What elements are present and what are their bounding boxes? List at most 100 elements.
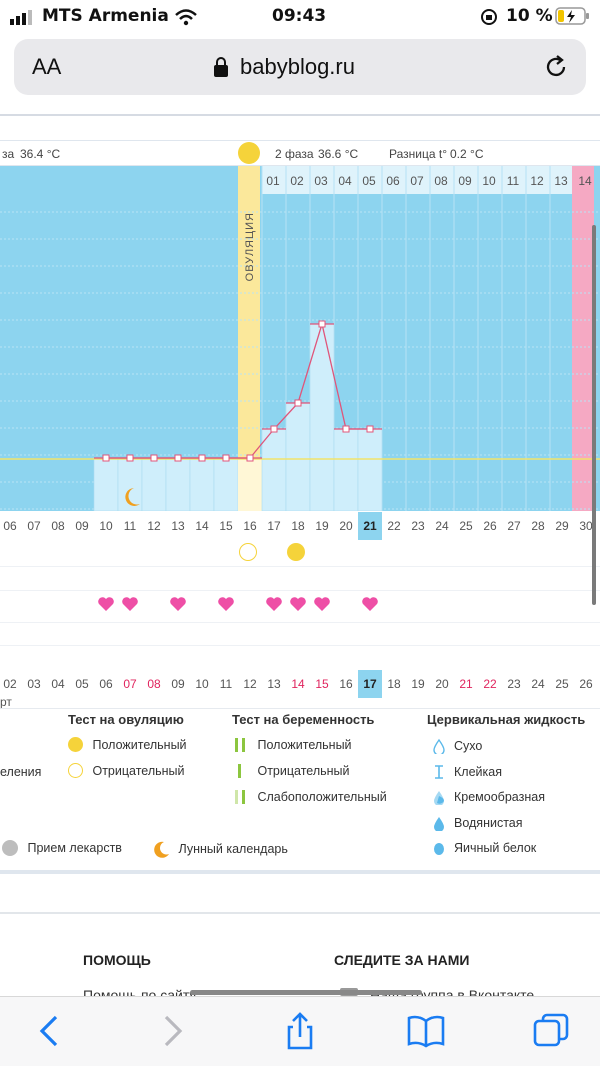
forward-icon[interactable]	[152, 1011, 192, 1051]
cycle-day-number[interactable]: 26	[483, 519, 497, 533]
cycle-day-number[interactable]: 20	[339, 519, 353, 533]
back-icon[interactable]	[30, 1011, 70, 1051]
cycle-day-number[interactable]: 16	[243, 519, 257, 533]
legend-cervical-item: Кремообразная	[432, 789, 545, 815]
cycle-day-number[interactable]: 27	[507, 519, 521, 533]
reader-settings-button[interactable]: AA	[32, 54, 62, 79]
row-divider	[0, 566, 600, 567]
ovulation-test-positive-icon[interactable]	[287, 543, 305, 561]
moon-icon	[154, 841, 169, 858]
ovulation-test-negative-icon[interactable]	[239, 543, 257, 561]
cycle-day-number[interactable]: 15	[219, 519, 233, 533]
cycle-day-number[interactable]: 25	[459, 519, 473, 533]
calendar-date[interactable]: 26	[579, 677, 593, 691]
cycle-day-14-column	[572, 166, 594, 511]
calendar-date[interactable]: 02	[3, 677, 17, 691]
legend-text: Сухо	[454, 739, 483, 753]
cycle-day-number[interactable]: 18	[291, 519, 305, 533]
bookmarks-icon[interactable]	[406, 1011, 446, 1051]
temp-point	[174, 454, 182, 462]
legend-ovulation-negative: Отрицательный	[68, 763, 185, 779]
legend-text: Положительный	[257, 737, 352, 752]
calendar-date[interactable]: 17	[358, 670, 382, 698]
cycle-day-number[interactable]: 09	[75, 519, 89, 533]
url-text[interactable]: babyblog.ru	[240, 54, 355, 79]
double-bar-icon	[235, 737, 245, 752]
cycle-day-number[interactable]: 21	[358, 512, 382, 540]
heart-icon[interactable]	[217, 596, 235, 612]
cycle-day-number[interactable]: 19	[315, 519, 329, 533]
calendar-date[interactable]: 15	[315, 677, 329, 691]
cycle-day-number[interactable]: 17	[267, 519, 281, 533]
cycle-day-number[interactable]: 08	[51, 519, 65, 533]
heart-icon[interactable]	[121, 596, 139, 612]
cycle-day-label: 07	[410, 174, 424, 188]
calendar-date[interactable]: 12	[243, 677, 257, 691]
calendar-date[interactable]: 24	[531, 677, 545, 691]
cycle-day-number[interactable]: 14	[195, 519, 209, 533]
calendar-date[interactable]: 14	[291, 677, 305, 691]
page-scrollbar[interactable]	[592, 225, 596, 605]
calendar-date[interactable]: 23	[507, 677, 521, 691]
calendar-date[interactable]: 04	[51, 677, 65, 691]
calendar-date[interactable]: 16	[339, 677, 353, 691]
calendar-date[interactable]: 11	[219, 677, 233, 691]
heart-icon[interactable]	[97, 596, 115, 612]
calendar-date[interactable]: 07	[123, 677, 137, 691]
calendar-date[interactable]: 06	[99, 677, 113, 691]
cycle-day-number[interactable]: 10	[99, 519, 113, 533]
calendar-date[interactable]: 05	[75, 677, 89, 691]
calendar-date[interactable]: 08	[147, 677, 161, 691]
single-bar-icon	[238, 763, 241, 778]
address-bar[interactable]: AA babyblog.ru	[14, 39, 586, 95]
calendar-date[interactable]: 22	[483, 677, 497, 691]
heart-icon[interactable]	[265, 596, 283, 612]
cycle-day-number[interactable]: 24	[435, 519, 449, 533]
heart-icon[interactable]	[289, 596, 307, 612]
ovulation-column	[238, 166, 260, 485]
divider	[0, 114, 600, 116]
temp-point	[246, 454, 254, 462]
reload-icon[interactable]	[542, 53, 570, 81]
cycle-day-number[interactable]: 06	[3, 519, 17, 533]
tabs-icon[interactable]	[531, 1011, 571, 1051]
temp-bar	[261, 428, 287, 511]
calendar-date[interactable]: 13	[267, 677, 281, 691]
calendar-date[interactable]: 09	[171, 677, 185, 691]
cycle-day-number[interactable]: 22	[387, 519, 401, 533]
cycle-day-label: 08	[434, 174, 448, 188]
cycle-day-label: 13	[554, 174, 568, 188]
cycle-day-number[interactable]: 13	[171, 519, 185, 533]
cycle-day-number[interactable]: 23	[411, 519, 425, 533]
calendar-date[interactable]: 20	[435, 677, 449, 691]
cycle-day-number[interactable]: 29	[555, 519, 569, 533]
calendar-date[interactable]: 21	[459, 677, 473, 691]
footer-help-link[interactable]: Помощь по сайту	[83, 988, 197, 996]
heart-icon[interactable]	[313, 596, 331, 612]
share-icon[interactable]	[280, 1011, 320, 1051]
calendar-date[interactable]: 03	[27, 677, 41, 691]
weak-bar-icon	[235, 789, 245, 804]
legend-lunar: Лунный календарь	[152, 840, 288, 858]
legend-cervical-title: Цервикальная жидкость	[427, 712, 586, 727]
calendar-date[interactable]: 19	[411, 677, 425, 691]
cycle-day-number[interactable]: 11	[123, 519, 137, 533]
calendar-date[interactable]: 25	[555, 677, 569, 691]
cycle-day-number[interactable]: 07	[27, 519, 41, 533]
temp-point	[198, 454, 206, 462]
heart-icon[interactable]	[169, 596, 187, 612]
drop-icon	[434, 791, 444, 806]
footer-vk-link[interactable]: Наша группа в Вконтакте	[370, 988, 535, 996]
temp-bar	[333, 428, 359, 511]
legend-cervical-item: Сухо	[432, 738, 545, 764]
calendar-date[interactable]: 18	[387, 677, 401, 691]
calendar-date[interactable]: 10	[195, 677, 209, 691]
legend-text: Прием лекарств	[27, 841, 122, 855]
cycle-day-label: 11	[507, 174, 520, 188]
cycle-day-number[interactable]: 12	[147, 519, 161, 533]
cycle-day-number[interactable]: 30	[579, 519, 593, 533]
heart-icon[interactable]	[361, 596, 379, 612]
legend-pregnancy-negative: Отрицательный	[234, 763, 350, 778]
footer-help-heading: ПОМОЩЬ	[83, 952, 151, 968]
cycle-day-number[interactable]: 28	[531, 519, 545, 533]
